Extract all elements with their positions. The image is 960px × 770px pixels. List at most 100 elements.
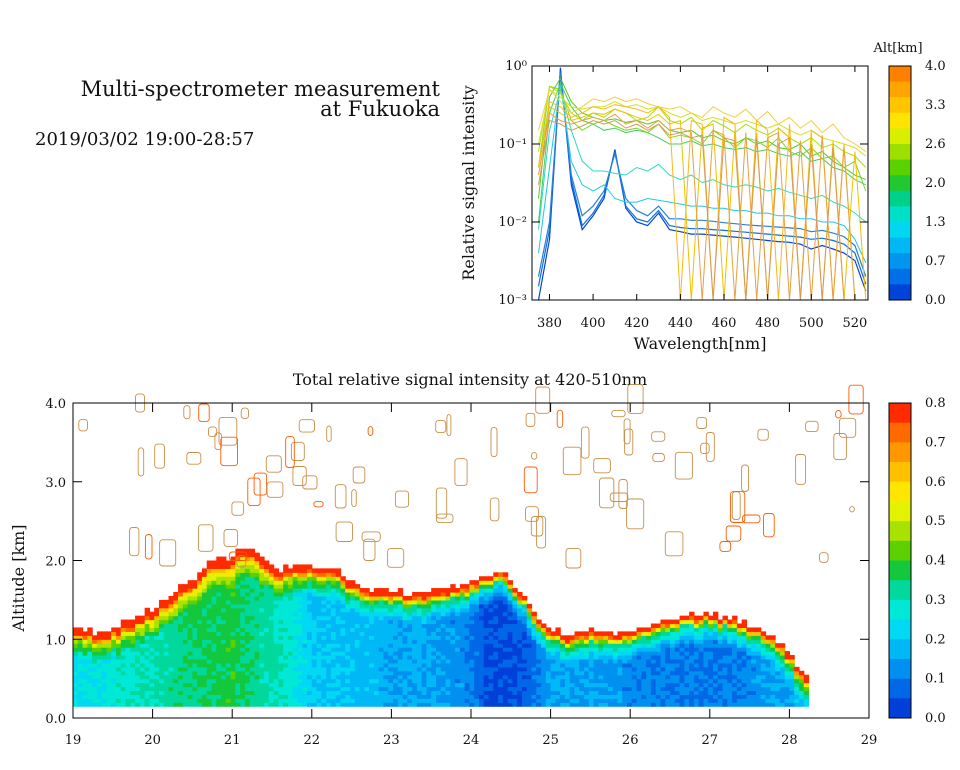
heatmap-cell-3611 [689,651,695,656]
heatmap-cell-2711 [493,611,499,617]
heatmap-cell-3244 [603,647,609,652]
heatmap-cell-485 [173,611,179,617]
heatmap-cell-15 [73,643,79,648]
heatmap-cell-2426 [450,607,456,613]
heatmap-cell-3247 [603,635,609,640]
heatmap-cell-1973 [378,658,385,664]
heatmap-cell-2330 [435,631,442,636]
heatmap-cell-1174 [264,599,270,605]
heatmap-cell-3363 [636,698,642,703]
heatmap-cell-2173 [412,674,418,680]
heatmap-cell-580 [187,595,193,601]
heatmap-cell-2112 [402,694,408,699]
heatmap-cell-474 [173,655,179,660]
heatmap-cell-2691 [493,690,499,695]
heatmap-cell-2572 [474,643,480,648]
heatmap-cell-3489 [665,690,671,695]
heatmap-cell-573 [187,623,193,629]
heatmap-cell-358 [154,690,160,695]
heatmap-cell-872 [225,560,232,566]
heatmap-cell-3831 [736,694,743,699]
heatmap-cell-2916 [526,674,533,680]
heatmap-cell-2342 [440,702,447,707]
heatmap-cloud-contour-66 [490,426,498,458]
heatmap-cell-712 [206,599,213,605]
heatmap-cell-507 [178,639,184,644]
heatmap-cell-834 [221,560,227,566]
heatmap-cell-3065 [560,686,566,692]
heatmap-cell-2837 [512,643,518,648]
heatmap-cell-3719 [712,686,719,692]
heatmap-cell-2656 [488,698,494,703]
heatmap-cell-1495 [307,599,313,605]
heatmap-cell-2527 [469,694,475,699]
heatmap-cell-1761 [345,651,351,656]
heatmap-cell-1053 [249,615,256,621]
heatmap-cell-1564 [316,607,322,613]
heatmap-cell-209 [120,643,127,648]
heatmap-cell-2633 [483,658,490,664]
heatmap-cell-1636 [326,599,332,605]
heatmap-cell-689 [206,690,213,695]
heatmap-cell-979 [240,592,246,597]
heatmap-cell-1854 [359,658,365,664]
heatmap-cell-1907 [369,686,375,692]
heatmap-cell-791 [216,580,222,585]
heatmap-cell-3955 [765,686,771,692]
heatmap-cell-2874 [517,615,523,621]
heatmap-cell-2257 [426,686,432,692]
heatmap-cell-29 [77,666,84,672]
heatmap-cell-1392 [292,580,299,585]
heatmap-cell-169 [111,643,117,648]
heatmap-cell-2649 [483,595,490,601]
heatmap-cell-314 [144,670,151,676]
heatmap-cell-1451 [302,631,308,636]
heatmap-cell-1211 [268,599,275,605]
heatmap-cell-3472 [660,670,666,676]
heatmap-cell-2858 [517,678,523,684]
heatmap-cell-3896 [751,686,757,692]
heatmap-cell-651 [201,702,208,707]
heatmap-cell-2964 [536,682,542,688]
intensity-colorbar-band-3 [889,462,911,483]
heatmap-cell-4064 [798,670,805,676]
heatmap-cell-3313 [622,670,628,676]
heatmap-cell-3677 [703,666,709,672]
heatmap-cell-174 [115,702,122,707]
heatmap-cell-4065 [803,702,810,707]
heatmap-cell-480 [173,631,179,636]
heatmap-cell-2022 [388,702,394,707]
heatmap-cell-1033 [249,694,256,699]
heatmap-cell-575 [187,615,193,621]
heatmap-cell-1407 [297,662,303,668]
heatmap-cell-2230 [421,678,428,684]
heatmap-cell-3326 [627,694,633,699]
heatmap-cell-163 [111,666,117,672]
heatmap-cell-2970 [536,658,542,664]
heatmap-cell-19 [73,627,79,632]
heatmap-cell-1708 [335,592,342,597]
heatmap-cell-889 [230,639,236,644]
heatmap-cell-3526 [670,631,676,636]
heatmap-cell-876 [230,690,236,695]
heatmap-cell-3744 [717,682,724,688]
heatmap-cell-2797 [507,674,513,680]
heatmap-cell-1619 [326,666,332,672]
heatmap-cell-3565 [679,651,685,656]
heatmap-cell-227 [125,658,131,664]
heatmap-cell-3076 [560,643,566,648]
heatmap-cell-3219 [598,670,604,676]
heatmap-cell-3401 [641,627,647,632]
heatmap-cell-1945 [373,651,380,656]
heatmap-cell-1861 [359,631,365,636]
altitude-colorbar-band-6 [889,159,911,176]
heatmap-cell-1710 [335,584,342,589]
heatmap-cell-2771 [502,643,509,648]
heatmap-cell-1583 [321,670,327,676]
heatmap-cell-2968 [536,666,542,672]
heatmap-cell-998 [244,674,251,680]
heatmap-cell-4024 [784,682,790,688]
heatmap-cell-1283 [278,595,284,601]
heatmap-cell-1046 [249,643,256,648]
heatmap-cell-3133 [574,631,580,636]
